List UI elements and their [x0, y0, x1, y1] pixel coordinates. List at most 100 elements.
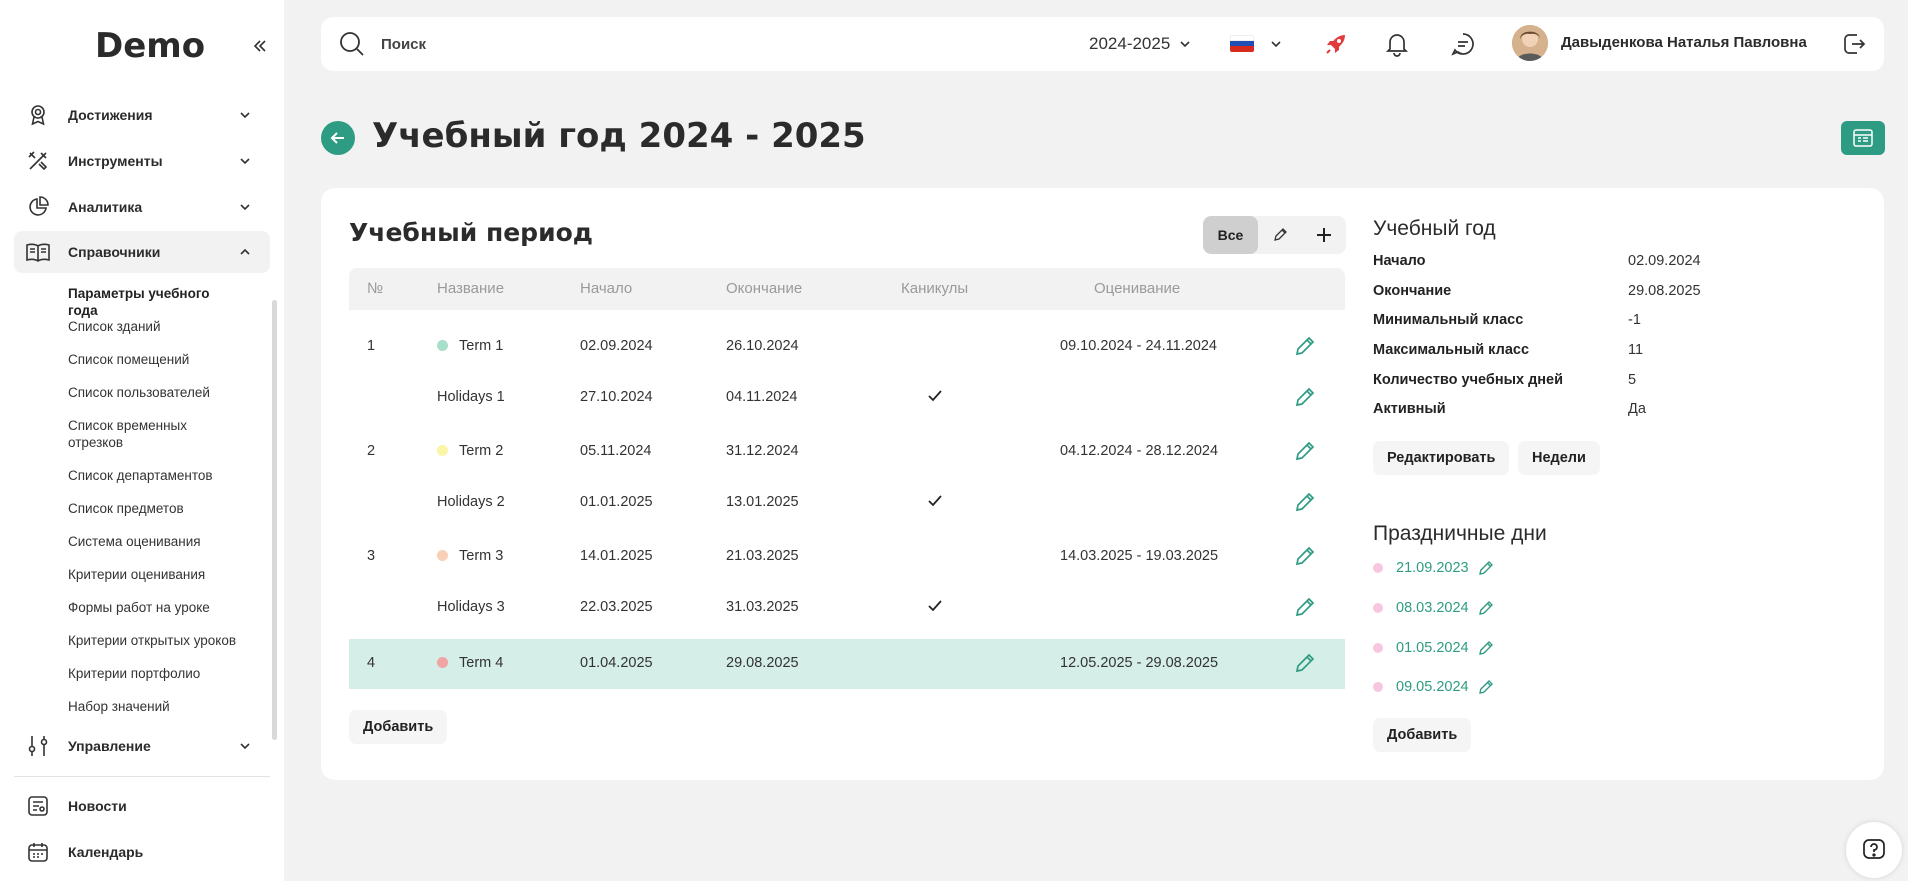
plus-icon — [1317, 228, 1331, 242]
chat-icon[interactable] — [1448, 29, 1478, 59]
holiday-item[interactable]: 09.05.2024 — [1373, 677, 1495, 697]
sidebar-item-news[interactable]: Новости — [14, 785, 270, 827]
pencil-icon[interactable] — [1293, 385, 1317, 409]
row-end: 04.11.2024 — [726, 389, 798, 405]
sidebar: Demo Достижения Инструменты Аналитика Сп… — [0, 0, 284, 881]
sidebar-item-tools[interactable]: Инструменты — [14, 140, 270, 182]
holiday-dot — [1373, 643, 1383, 653]
info-value: 11 — [1628, 342, 1644, 358]
sub-item-subjects[interactable]: Список предметов — [68, 501, 184, 516]
pencil-icon[interactable] — [1293, 651, 1317, 675]
row-grading: 09.10.2024 - 24.11.2024 — [1060, 338, 1217, 354]
row-num: 1 — [367, 338, 376, 354]
page-title: Учебный год 2024 - 2025 — [372, 116, 866, 156]
pencil-icon[interactable] — [1293, 334, 1317, 358]
row-start: 02.09.2024 — [580, 338, 653, 354]
sidebar-item-achievements[interactable]: Достижения — [14, 94, 270, 136]
row-start: 14.01.2025 — [580, 548, 653, 564]
pencil-icon[interactable] — [1477, 639, 1495, 657]
table-row: Holidays 2 01.01.2025 13.01.2025 — [349, 478, 1345, 528]
col-holidays: Каникулы — [901, 280, 969, 297]
edit-period-button[interactable] — [1258, 216, 1302, 254]
info-label: Минимальный класс — [1373, 312, 1524, 328]
rocket-icon[interactable] — [1321, 29, 1351, 59]
sidebar-item-calendar[interactable]: Календарь — [14, 831, 270, 873]
pencil-icon[interactable] — [1477, 678, 1495, 696]
bell-icon[interactable] — [1382, 29, 1412, 59]
sub-item-time-slots[interactable]: Список временных отрезков — [68, 418, 188, 450]
pencil-icon[interactable] — [1293, 439, 1317, 463]
pencil-icon[interactable] — [1477, 599, 1495, 617]
sub-item-grading-system[interactable]: Система оценивания — [68, 534, 201, 549]
col-num: № — [367, 280, 384, 297]
sub-item-departments[interactable]: Список департаментов — [68, 468, 213, 483]
news-icon — [24, 792, 52, 820]
sub-item-portfolio-criteria[interactable]: Критерии портфолио — [68, 666, 201, 681]
pencil-icon[interactable] — [1477, 559, 1495, 577]
sub-item-lesson-work-forms[interactable]: Формы работ на уроке — [68, 600, 210, 615]
info-label: Максимальный класс — [1373, 342, 1530, 358]
info-value: Да — [1628, 401, 1646, 417]
table-header: № Название Начало Окончание Каникулы Оце… — [349, 268, 1345, 310]
table-row: 3 Term 3 14.01.2025 21.03.2025 14.03.202… — [349, 532, 1345, 582]
user-name[interactable]: Давыденкова Наталья Павловна — [1561, 34, 1807, 51]
info-label: Окончание — [1373, 283, 1452, 299]
year-select-value: 2024-2025 — [1089, 34, 1171, 53]
sub-item-rooms[interactable]: Список помещений — [68, 352, 190, 367]
holiday-date: 09.05.2024 — [1396, 679, 1469, 695]
add-holiday-button[interactable]: Добавить — [1373, 718, 1472, 752]
sidebar-scrollbar[interactable] — [272, 300, 277, 740]
search-input[interactable] — [381, 31, 781, 57]
edit-year-button[interactable]: Редактировать — [1373, 441, 1510, 475]
pencil-icon[interactable] — [1293, 490, 1317, 514]
info-label: Начало — [1373, 253, 1426, 269]
row-end: 29.08.2025 — [726, 655, 799, 671]
chevron-down-icon[interactable] — [1269, 37, 1283, 51]
calendar-icon — [1853, 129, 1873, 147]
sub-item-buildings[interactable]: Список зданий — [68, 319, 161, 334]
language-flag-icon[interactable] — [1230, 35, 1254, 52]
sub-item-open-lesson-criteria[interactable]: Критерии открытых уроков — [68, 633, 237, 648]
sidebar-item-label: Управление — [68, 738, 151, 754]
sidebar-item-references[interactable]: Справочники — [14, 231, 270, 273]
year-select[interactable]: 2024-2025 — [1089, 31, 1192, 57]
sidebar-item-analytics[interactable]: Аналитика — [14, 186, 270, 228]
holidays-title: Праздничные дни — [1373, 522, 1547, 545]
add-period-row-button[interactable]: Добавить — [349, 710, 448, 744]
sidebar-item-label: Инструменты — [68, 153, 163, 169]
help-button[interactable] — [1846, 822, 1902, 878]
sub-item-value-sets[interactable]: Набор значений — [68, 699, 170, 714]
logout-icon[interactable] — [1839, 29, 1869, 59]
chevron-down-icon — [240, 112, 250, 119]
row-start: 27.10.2024 — [580, 389, 653, 405]
filter-all-button[interactable]: Все — [1203, 216, 1258, 254]
row-name: Term 2 — [437, 443, 503, 459]
back-button[interactable] — [321, 121, 355, 155]
add-period-button[interactable] — [1302, 216, 1346, 254]
info-value: 29.08.2025 — [1628, 283, 1701, 299]
row-name: Term 1 — [437, 338, 503, 354]
row-name-text: Term 2 — [459, 443, 504, 459]
pencil-icon[interactable] — [1293, 544, 1317, 568]
row-name-text: Term 3 — [459, 548, 504, 564]
sidebar-item-management[interactable]: Управление — [14, 725, 270, 767]
pencil-icon[interactable] — [1293, 595, 1317, 619]
sidebar-item-label: Справочники — [68, 244, 161, 260]
holiday-item[interactable]: 08.03.2024 — [1373, 598, 1495, 618]
sub-item-users[interactable]: Список пользователей — [68, 385, 210, 400]
sub-item-grading-criteria[interactable]: Критерии оценивания — [68, 567, 206, 582]
calendar-view-button[interactable] — [1841, 121, 1885, 155]
collapse-sidebar-icon[interactable] — [250, 36, 270, 56]
table-row: Holidays 3 22.03.2025 31.03.2025 — [349, 583, 1345, 633]
holiday-date: 08.03.2024 — [1396, 600, 1469, 616]
color-dot — [437, 340, 448, 351]
sub-item-academic-year-params[interactable]: Параметры учебного года — [68, 286, 210, 318]
pie-chart-icon — [24, 193, 52, 221]
holiday-item[interactable]: 01.05.2024 — [1373, 638, 1495, 658]
sidebar-divider — [14, 776, 270, 777]
holiday-item[interactable]: 21.09.2023 — [1373, 558, 1495, 578]
row-name: Holidays 3 — [437, 599, 505, 615]
weeks-button[interactable]: Недели — [1518, 441, 1600, 475]
check-icon — [928, 600, 942, 612]
avatar[interactable] — [1512, 25, 1548, 61]
